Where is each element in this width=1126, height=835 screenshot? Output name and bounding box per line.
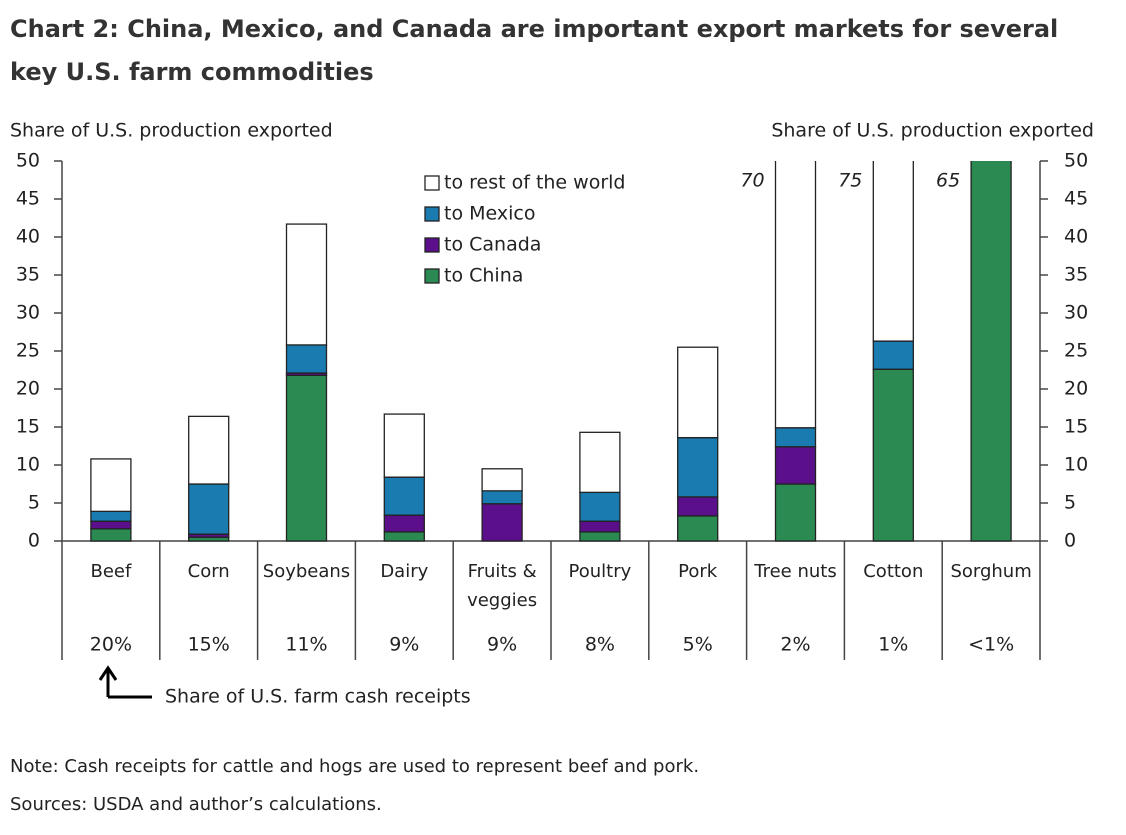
bar-segment [383, 476, 425, 516]
y2-tick-label: 40 [1064, 226, 1088, 248]
cash-receipts-share: 11% [285, 634, 327, 656]
bar-segment [285, 223, 328, 346]
y-tick-label: 25 [16, 340, 40, 362]
y-tick-label: 10 [16, 454, 40, 476]
bar-segment [677, 515, 719, 542]
bar-segment [970, 161, 1012, 542]
y2-tick-label: 25 [1064, 340, 1088, 362]
y-tick-label: 40 [16, 226, 40, 248]
cash-receipts-share: 9% [389, 634, 419, 656]
bars [90, 161, 1012, 542]
bar-segment [90, 510, 132, 522]
y-tick-label: 15 [16, 416, 40, 438]
x-tick-label: Dairy [380, 561, 429, 582]
bar-segment [90, 520, 132, 530]
bar-segment [188, 415, 230, 485]
x-tick-label: Beef [90, 561, 132, 582]
y-tick-label: 30 [16, 302, 40, 324]
bar-segment [579, 531, 621, 542]
bar-segment [677, 346, 719, 439]
y-tick-label: 45 [16, 188, 40, 210]
cash-receipts-share: 8% [585, 634, 615, 656]
total-label: 65 [936, 170, 960, 192]
bar-segment [774, 161, 817, 429]
x-tick-label: Sorghum [950, 561, 1032, 582]
legend-label: to Mexico [444, 203, 535, 225]
x-tick-label: Corn [187, 561, 230, 582]
bar-segment [285, 344, 328, 374]
cash-receipts-share: 1% [878, 634, 908, 656]
legend-swatch [424, 206, 440, 222]
bar-segment [90, 528, 132, 542]
x-tick-label: Cotton [863, 561, 924, 582]
cash-receipts-share: 20% [90, 634, 132, 656]
y2-tick-label: 50 [1064, 150, 1088, 172]
y2-tick-label: 5 [1064, 492, 1076, 514]
y2-tick-label: 0 [1064, 530, 1076, 552]
sources: Sources: USDA and author’s calculations. [10, 794, 382, 815]
x-tick-label: Poultry [568, 561, 632, 582]
bar-segment [774, 446, 817, 485]
cash-receipts-share: 5% [683, 634, 713, 656]
y-tick-label: 20 [16, 378, 40, 400]
bar-segment [188, 483, 230, 535]
y2-tick-label: 45 [1064, 188, 1088, 210]
y-tick-label: 50 [16, 150, 40, 172]
bar-segment [774, 427, 817, 448]
x-tick-label: Tree nuts [754, 561, 837, 582]
cash-receipts-share: 2% [780, 634, 810, 656]
legend-swatch [424, 237, 440, 253]
bar-segment [481, 468, 523, 492]
cash-receipts-share: 9% [487, 634, 517, 656]
y2-tick-label: 10 [1064, 454, 1088, 476]
bar-segment [285, 374, 328, 542]
y-tick-label: 35 [16, 264, 40, 286]
bar-segment [481, 490, 523, 505]
y2-axis-label: Share of U.S. production exported [771, 120, 1094, 142]
y-axis-label: Share of U.S. production exported [10, 120, 333, 142]
x-tick-label: Pork [678, 561, 718, 582]
y2-tick-label: 20 [1064, 378, 1088, 400]
legend-swatch [424, 268, 440, 284]
total-label: 70 [740, 170, 764, 192]
bar-segment [383, 413, 425, 478]
legend-label: to China [444, 265, 523, 287]
cash-receipts-label: Share of U.S. farm cash receipts [165, 686, 471, 708]
bar-segment [579, 491, 621, 522]
legend-label: to Canada [444, 234, 541, 256]
bar-segment [872, 161, 914, 342]
x-tick-label: Soybeans [262, 561, 351, 582]
y-tick-label: 0 [28, 530, 40, 552]
y-tick-label: 5 [28, 492, 40, 514]
bar-segment [383, 531, 425, 542]
y2-tick-label: 35 [1064, 264, 1088, 286]
y2-tick-label: 15 [1064, 416, 1088, 438]
bar-segment [872, 340, 914, 370]
arrow [98, 665, 152, 699]
note: Note: Cash receipts for cattle and hogs … [10, 756, 699, 777]
legend-label: to rest of the world [444, 172, 625, 194]
chart-title: Chart 2: China, Mexico, and Canada are i… [10, 15, 1059, 86]
bar-segment [383, 514, 425, 533]
cash-receipts-share: <1% [968, 634, 1014, 656]
total-label: 75 [838, 170, 862, 192]
legend-swatch [424, 175, 440, 191]
cash-receipts-share: 15% [188, 634, 230, 656]
bar-segment [579, 520, 621, 533]
bar-segment [677, 496, 719, 517]
x-tick-label: Fruits & veggies [467, 561, 538, 611]
bar-segment [774, 483, 817, 542]
bar-segment [90, 458, 132, 513]
bar-segment [677, 436, 719, 498]
bar-segment [481, 503, 523, 542]
y2-tick-label: 30 [1064, 302, 1088, 324]
bar-segment [872, 368, 914, 542]
bar-segment [579, 431, 621, 494]
